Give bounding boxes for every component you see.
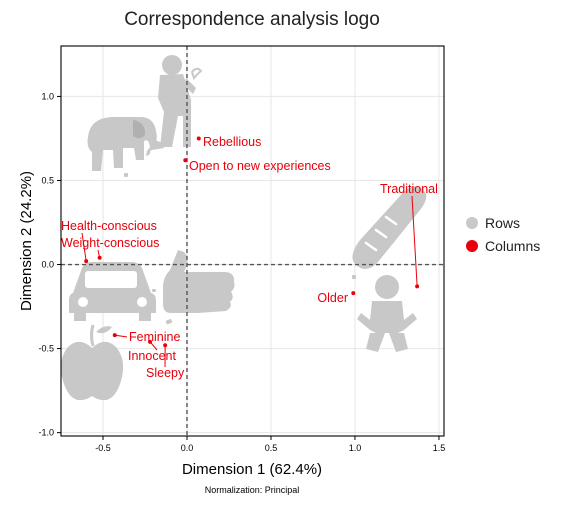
column-leader-line-4 [81,232,87,262]
y-tick-label-4: 1.0 [41,91,54,101]
normalization-caption: Normalization: Principal [205,485,300,495]
column-point-8 [163,343,168,348]
legend-columns-label: Columns [485,238,540,254]
column-label-4: Health-conscious [61,219,157,233]
car-icon [69,262,156,321]
column-point-3 [351,291,356,296]
y-axis-label: Dimension 2 (24.2%) [18,171,35,311]
x-tick-label-0: -0.5 [95,443,111,453]
x-tick-label-2: 0.5 [265,443,278,453]
column-points: Rebellious Open to new experiences Traditi… [61,135,438,380]
column-point-0 [196,136,201,141]
column-label-6: Feminine [129,330,180,344]
column-label-0: Rebellious [203,135,261,149]
legend-rows-swatch [466,217,478,229]
y-tick-label-3: 0.5 [41,175,54,185]
plot-frame [60,45,445,437]
column-label-5: Weight-conscious [61,236,159,250]
bread-icon [352,186,427,279]
column-label-8: Sleepy [146,366,185,380]
column-leader-line-2 [411,195,418,287]
column-label-7: Innocent [128,349,176,363]
column-leader-line-6 [114,334,128,338]
legend: Rows Columns [466,215,540,254]
thumbs-up-icon [163,250,235,325]
row-icons [61,55,427,401]
legend-rows-label: Rows [485,215,520,231]
apple-icon [61,289,156,401]
elephant-icon [87,117,157,177]
column-point-4 [84,259,89,264]
column-point-6 [112,333,117,338]
legend-columns-swatch [466,240,478,252]
column-label-2: Traditional [380,182,438,196]
man-smoking-icon [150,55,203,150]
column-label-1: Open to new experiences [189,159,331,173]
baby-icon [357,275,417,352]
y-tick-label-2: 0.0 [41,260,54,270]
column-point-2 [415,284,420,289]
x-axis-ticks: -0.5 0.0 0.5 1.0 1.5 [95,436,445,453]
column-point-7 [148,339,153,344]
y-tick-label-0: -1.0 [38,428,54,438]
chart-title: Correspondence analysis logo [124,9,380,30]
x-tick-label-4: 1.5 [433,443,446,453]
y-tick-label-1: -0.5 [38,344,54,354]
x-axis-label: Dimension 1 (62.4%) [182,461,322,478]
column-label-3: Older [317,291,348,305]
x-tick-label-3: 1.0 [349,443,362,453]
column-point-1 [183,158,188,163]
y-axis-ticks: -1.0 -0.5 0.0 0.5 1.0 [38,91,61,438]
x-tick-label-1: 0.0 [181,443,194,453]
column-point-5 [97,255,102,260]
zero-lines [61,46,444,436]
